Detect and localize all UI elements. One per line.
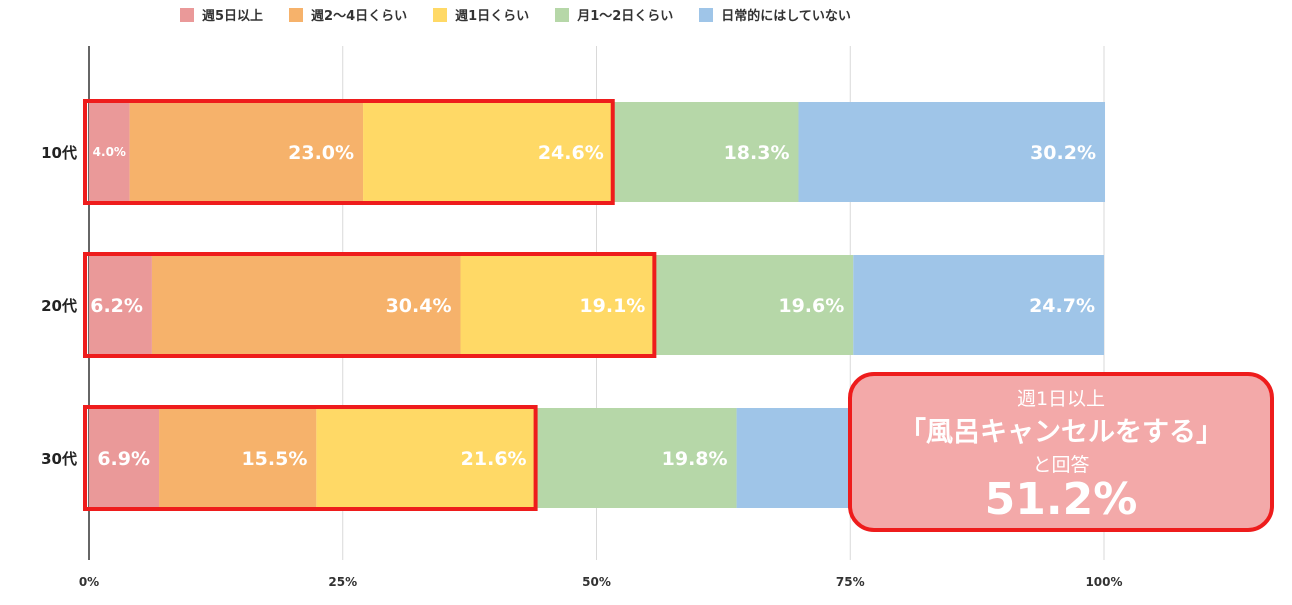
legend-swatch: [433, 7, 448, 22]
data-label: 30.2%: [1030, 142, 1096, 164]
bar-segment: [89, 408, 160, 508]
bar-segment: [535, 408, 737, 508]
legend-swatch: [180, 7, 194, 22]
bar-segment: [151, 255, 461, 355]
x-tick-label: 25%: [328, 575, 357, 589]
bar-segment: [316, 408, 536, 508]
legend-item-weekly1: 週1日くらい: [433, 5, 529, 24]
x-tick-label: 100%: [1085, 575, 1122, 589]
bar-segment: [129, 102, 364, 202]
legend-label: 月1〜2日くらい: [577, 9, 674, 24]
x-tick-label: 50%: [582, 575, 611, 589]
bar-segment: [798, 102, 1106, 202]
category-label: 20代: [41, 297, 77, 315]
highlight-box: [83, 405, 538, 511]
legend-swatch: [699, 7, 714, 22]
callout-line3: と回答: [1032, 454, 1090, 476]
callout-line1: 週1日以上: [1016, 388, 1106, 410]
legend-label: 週2〜4日くらい: [311, 9, 408, 24]
data-label: 19.6%: [778, 295, 844, 317]
data-label: 23.0%: [288, 142, 354, 164]
bar-segment: [612, 102, 799, 202]
x-tick-label: 75%: [836, 575, 865, 589]
category-label: 10代: [41, 144, 77, 162]
data-label: 15.5%: [241, 448, 307, 470]
highlight-box: [83, 99, 615, 205]
legend-swatch: [555, 7, 570, 22]
callout-value: 51.2%: [984, 474, 1138, 525]
legend-item-never: 日常的にはしていない: [699, 5, 851, 24]
data-label: 6.9%: [97, 448, 150, 470]
data-label: 24.7%: [1029, 295, 1095, 317]
bar-segment: [89, 102, 130, 202]
bar-segment: [654, 255, 854, 355]
data-label: 4.0%: [93, 145, 126, 159]
bar-segment: [460, 255, 655, 355]
data-label: 21.6%: [461, 448, 527, 470]
legend-swatch: [289, 7, 304, 22]
bar-segment: [363, 102, 613, 202]
legend-item-weekly2-4: 週2〜4日くらい: [289, 5, 407, 24]
highlight-box: [83, 252, 657, 358]
legend-label: 週5日以上: [202, 9, 264, 24]
category-label: 30代: [41, 450, 77, 468]
data-label: 6.2%: [90, 295, 143, 317]
legend-item-weekly5: 週5日以上: [180, 5, 263, 24]
data-label: 30.4%: [386, 295, 452, 317]
summary-callout: 週1日以上 「風呂キャンセルをする」 と回答 51.2%: [848, 372, 1274, 532]
legend-item-monthly: 月1〜2日くらい: [555, 5, 673, 24]
legend-label: 日常的にはしていない: [721, 9, 851, 24]
bar-segment: [159, 408, 317, 508]
callout-line2: 「風呂キャンセルをする」: [899, 417, 1223, 448]
data-label: 24.6%: [538, 142, 604, 164]
data-label: 18.3%: [724, 142, 790, 164]
data-label: 19.1%: [579, 295, 645, 317]
legend: 週5日以上 週2〜4日くらい 週1日くらい 月1〜2日くらい 日常的にはしていな…: [180, 5, 851, 24]
bar-segment: [853, 255, 1104, 355]
x-tick-label: 0%: [79, 575, 99, 589]
data-label: 19.8%: [662, 448, 728, 470]
legend-label: 週1日くらい: [455, 9, 530, 24]
bar-segment: [89, 255, 152, 355]
